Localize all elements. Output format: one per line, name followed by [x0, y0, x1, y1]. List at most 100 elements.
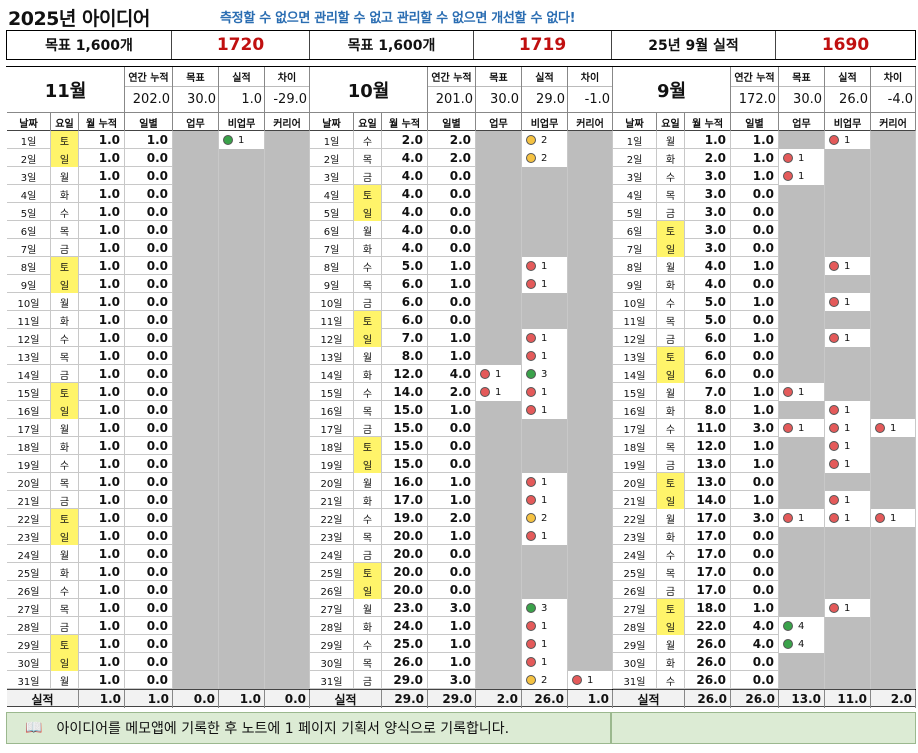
status-dot-icon	[829, 261, 839, 271]
career-cell	[265, 239, 310, 257]
nonwork-cell	[219, 455, 265, 473]
weekday-cell: 일	[51, 275, 79, 293]
work-cell	[779, 671, 825, 689]
date-cell: 14일	[613, 365, 657, 383]
work-cell	[476, 419, 522, 437]
weekday-cell: 수	[51, 329, 79, 347]
nonwork-cell	[522, 293, 568, 311]
date-cell: 29일	[7, 635, 51, 653]
daily-cell: 0.0	[428, 563, 476, 581]
work-cell	[476, 509, 522, 527]
nonwork-cell	[219, 437, 265, 455]
career-cell	[568, 617, 613, 635]
nonwork-cell: 1	[522, 329, 568, 347]
nonwork-cell	[219, 635, 265, 653]
table-row: 22일 월 17.0 3.0 1 1 1	[613, 509, 916, 527]
monthly-cum-cell: 1.0	[79, 257, 125, 275]
work-cell	[779, 581, 825, 599]
monthly-cum-cell: 6.0	[382, 293, 428, 311]
daily-cell: 0.0	[428, 581, 476, 599]
date-cell: 22일	[613, 509, 657, 527]
daily-cell: 1.0	[731, 131, 779, 149]
monthly-cum-cell: 4.0	[382, 203, 428, 221]
nonwork-cell	[219, 509, 265, 527]
daily-cell: 0.0	[428, 203, 476, 221]
status-dot-icon	[480, 369, 490, 379]
career-cell	[568, 329, 613, 347]
count-text: 1	[844, 404, 851, 416]
weekday-cell: 금	[657, 203, 685, 221]
career-cell	[871, 617, 916, 635]
work-cell	[476, 491, 522, 509]
monthly-cum-cell: 15.0	[382, 455, 428, 473]
status-dot-icon	[526, 351, 536, 361]
weekday-cell: 금	[657, 455, 685, 473]
career-cell	[265, 473, 310, 491]
count-text: 1	[798, 152, 805, 164]
work-cell	[779, 527, 825, 545]
table-row: 9일 일 1.0 0.0	[7, 275, 310, 293]
count-text: 1	[495, 386, 502, 398]
work-cell	[779, 329, 825, 347]
goal-label-1: 목표 1,600개	[7, 31, 172, 59]
weekday-cell: 화	[657, 275, 685, 293]
table-row: 4일 화 1.0 0.0	[7, 185, 310, 203]
count-text: 1	[541, 656, 548, 668]
monthly-cum-cell: 1.0	[79, 203, 125, 221]
footer-nonwork: 11.0	[825, 690, 871, 708]
monthly-cum-cell: 1.0	[79, 401, 125, 419]
table-row: 13일 토 6.0 0.0	[613, 347, 916, 365]
goal-value-1: 1720	[172, 31, 310, 59]
nonwork-cell	[825, 311, 871, 329]
weekday-cell: 수	[354, 635, 382, 653]
weekday-cell: 수	[354, 383, 382, 401]
stat-label: 연간 누적	[428, 67, 475, 87]
daily-cell: 1.0	[428, 257, 476, 275]
date-cell: 28일	[7, 617, 51, 635]
nonwork-cell	[219, 293, 265, 311]
table-row: 10일 월 1.0 0.0	[7, 293, 310, 311]
status-dot-icon	[572, 675, 582, 685]
work-cell	[173, 419, 219, 437]
career-cell	[568, 185, 613, 203]
date-cell: 2일	[310, 149, 354, 167]
monthly-sheet: 11월 연간 누적 202.0 목표 30.0 실적 1.0 차이 -29.0 날짜 요일 월 누적 일…	[6, 66, 916, 708]
monthly-cum-cell: 1.0	[79, 311, 125, 329]
monthly-cum-cell: 22.0	[685, 617, 731, 635]
weekday-cell: 화	[354, 239, 382, 257]
work-cell	[476, 311, 522, 329]
date-cell: 28일	[310, 617, 354, 635]
table-row: 15일 토 1.0 0.0	[7, 383, 310, 401]
daily-cell: 2.0	[428, 509, 476, 527]
date-cell: 21일	[7, 491, 51, 509]
nonwork-cell	[219, 401, 265, 419]
weekday-cell: 화	[354, 491, 382, 509]
date-cell: 6일	[7, 221, 51, 239]
table-row: 1일 월 1.0 1.0 1	[613, 131, 916, 149]
table-row: 17일 금 15.0 0.0	[310, 419, 613, 437]
status-dot-icon	[783, 153, 793, 163]
monthly-cum-cell: 4.0	[685, 275, 731, 293]
weekday-cell: 금	[657, 581, 685, 599]
weekday-cell: 일	[657, 239, 685, 257]
stat-value: 29.0	[536, 92, 565, 107]
table-row: 22일 토 1.0 0.0	[7, 509, 310, 527]
nonwork-cell	[219, 221, 265, 239]
weekday-cell: 토	[657, 347, 685, 365]
weekday-cell: 토	[51, 635, 79, 653]
weekday-cell: 수	[657, 545, 685, 563]
table-row: 13일 목 1.0 0.0	[7, 347, 310, 365]
date-cell: 12일	[7, 329, 51, 347]
work-cell	[476, 167, 522, 185]
daily-cell: 1.0	[731, 293, 779, 311]
table-row: 15일 월 7.0 1.0 1	[613, 383, 916, 401]
nonwork-cell	[219, 527, 265, 545]
status-dot-icon	[783, 621, 793, 631]
date-cell: 27일	[613, 599, 657, 617]
career-cell	[265, 365, 310, 383]
work-cell	[779, 545, 825, 563]
monthly-cum-cell: 6.0	[382, 275, 428, 293]
daily-cell: 0.0	[428, 419, 476, 437]
table-row: 28일 일 22.0 4.0 4	[613, 617, 916, 635]
stat-label: 차이	[265, 67, 309, 87]
